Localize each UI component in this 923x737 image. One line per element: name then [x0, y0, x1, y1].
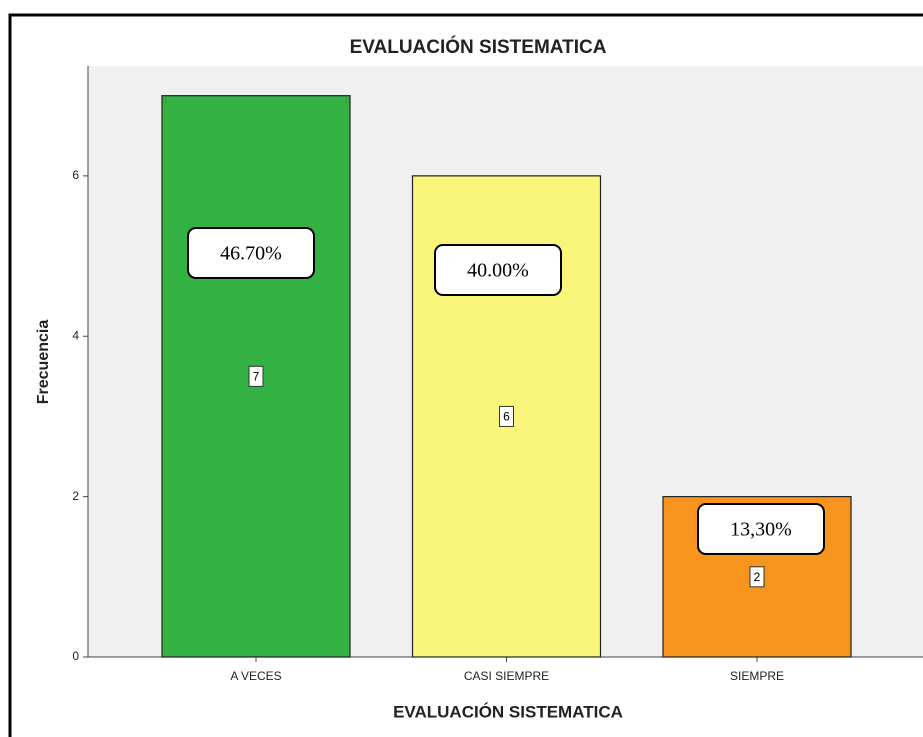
x-tick-label: CASI SIEMPRE	[464, 669, 549, 683]
annotation-box	[697, 503, 825, 555]
y-axis-label: Frecuencia	[35, 320, 52, 405]
annotation-box	[434, 244, 562, 296]
value-label: 2	[754, 570, 761, 584]
x-tick-label: A VECES	[230, 669, 281, 683]
chart-title: EVALUACIÓN SISTEMATICA	[350, 36, 607, 58]
value-label-box	[248, 365, 264, 387]
value-label: 6	[503, 410, 510, 424]
annotation: 13,30%	[730, 519, 792, 541]
y-tick-label: 0	[72, 649, 79, 663]
y-tick-label: 2	[72, 489, 79, 503]
y-tick-label: 6	[72, 168, 79, 182]
value-label: 7	[253, 370, 260, 384]
value-label-box	[749, 566, 765, 588]
y-tick-label: 4	[72, 328, 79, 342]
annotation-box	[187, 227, 315, 279]
annotation: 40.00%	[467, 260, 529, 282]
annotation: 46.70%	[220, 243, 282, 265]
x-tick-label: SIEMPRE	[730, 669, 784, 683]
value-label-box	[499, 405, 514, 427]
x-axis-label: EVALUACIÓN SISTEMATICA	[393, 702, 623, 721]
